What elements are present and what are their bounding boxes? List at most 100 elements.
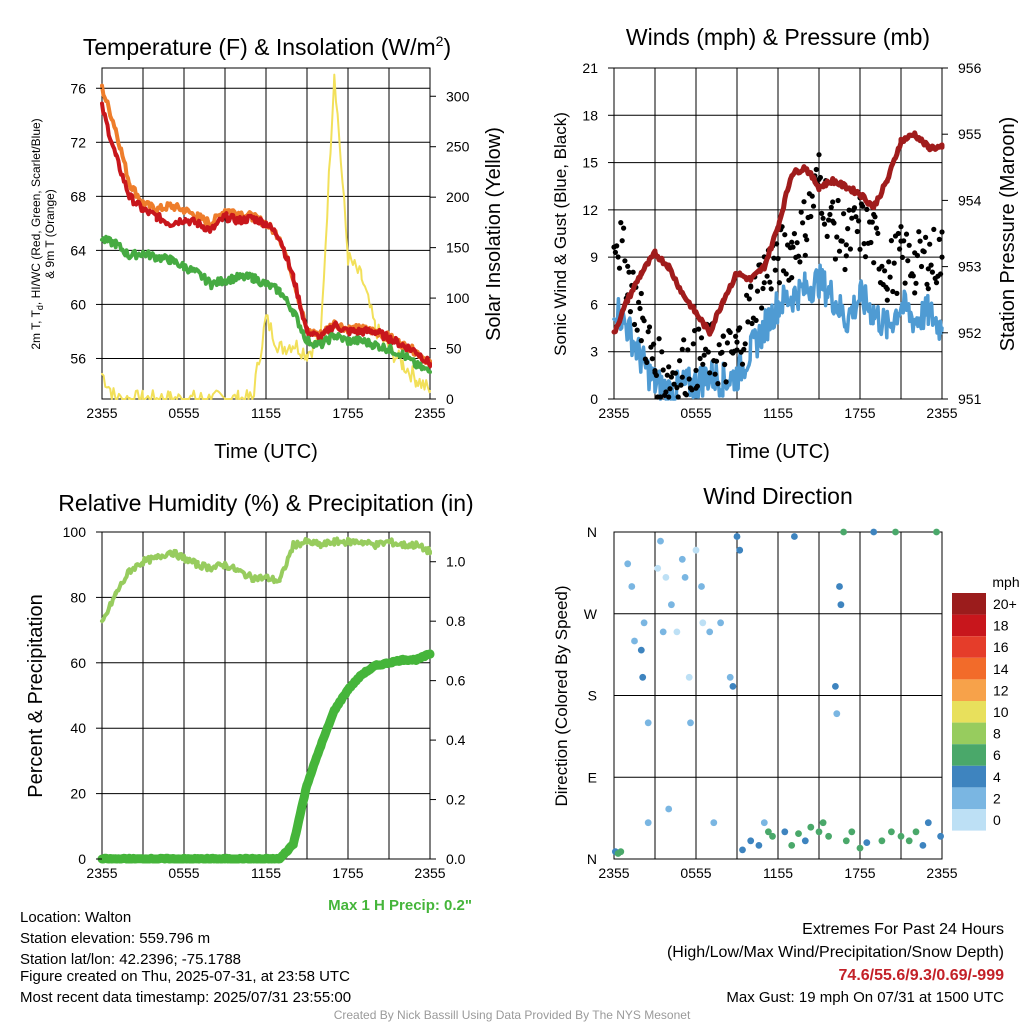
gust-point	[653, 372, 660, 378]
direction-point	[739, 846, 746, 854]
gust-point	[686, 376, 692, 382]
gust-point	[761, 280, 767, 286]
gust-point	[834, 234, 840, 240]
y2-tick-label: 955	[958, 126, 982, 142]
gust-point	[615, 254, 621, 260]
gust-point	[625, 263, 631, 269]
gust-point	[925, 266, 931, 272]
gust-point	[734, 339, 740, 345]
gust-point	[753, 317, 759, 323]
gust-point	[760, 285, 766, 292]
wind-y2-ticks: 951 952 953 954 955 956	[942, 60, 982, 407]
y2-tick-label: 954	[958, 192, 982, 208]
gust-point	[849, 215, 855, 221]
max-gust: Max Gust: 19 mph On 07/31 at 1500 UTC	[726, 989, 1004, 1006]
gust-point	[901, 238, 907, 244]
direction-point	[673, 628, 681, 636]
temp-grid	[102, 68, 430, 399]
direction-point	[717, 619, 724, 627]
y-tick-label: 6	[590, 296, 598, 312]
y2-tick-label: 300	[446, 88, 470, 104]
temp-ylabel-line2: & 9m T (Orange)	[43, 189, 57, 279]
direction-point	[856, 844, 864, 852]
y2-tick-label: 0.8	[446, 613, 466, 629]
direction-point	[736, 546, 744, 554]
direction-point	[699, 619, 707, 627]
direction-point	[837, 601, 845, 609]
direction-point	[919, 842, 927, 849]
wind-x-ticks: 2355 0555 1155 1755 2355	[598, 405, 957, 421]
gust-point	[835, 197, 841, 204]
direction-point	[692, 546, 700, 554]
gust-point	[616, 265, 623, 271]
temp-y2-ticks: 0 50 100 150 200 250 300	[430, 88, 470, 407]
rh-line	[100, 536, 432, 624]
y-tick-label: 60	[70, 296, 86, 312]
gust-point	[910, 273, 916, 279]
gust-point	[789, 239, 795, 245]
y2-tick-label: 1.0	[446, 554, 466, 570]
gust-point	[861, 241, 867, 247]
gust-point	[841, 211, 847, 217]
info-elevation: Station elevation: 559.796 m	[20, 930, 210, 947]
gust-point	[683, 392, 690, 398]
gust-point	[862, 254, 869, 260]
y-tick-label: 80	[70, 589, 86, 605]
gust-point	[929, 269, 936, 275]
wind-panel: Winds (mph) & Pressure (mb) 0 3 6 9 12 15 18 21…	[551, 24, 1019, 463]
x-tick-label: 1755	[332, 865, 363, 881]
gust-point	[645, 329, 651, 335]
gust-point	[905, 258, 911, 264]
direction-point	[863, 839, 871, 846]
direction-point	[912, 828, 920, 836]
rh-x-ticks: 2355 0555 1155 1755 2355	[86, 865, 445, 881]
gust-point	[723, 379, 729, 385]
pressure-line	[611, 130, 945, 337]
x-tick-label: 1755	[844, 865, 875, 881]
x-tick-label: 2355	[598, 405, 629, 421]
gust-point	[933, 280, 940, 286]
legend-swatch	[952, 636, 986, 658]
gust-point	[816, 152, 822, 158]
gust-point	[712, 371, 718, 377]
gust-point	[916, 229, 922, 235]
gust-point	[860, 203, 866, 209]
direction-point	[755, 842, 763, 849]
gust-point	[830, 199, 836, 205]
gust-point	[774, 241, 780, 247]
gust-point	[663, 389, 669, 395]
gust-point	[853, 214, 859, 220]
gust-point	[798, 209, 804, 215]
gust-point	[891, 260, 897, 266]
gust-point	[871, 260, 877, 266]
gust-point	[791, 231, 798, 237]
legend-label: 2	[993, 790, 1001, 806]
direction-point	[747, 837, 755, 845]
gust-point	[888, 238, 895, 244]
gust-point	[794, 240, 800, 246]
direction-point	[924, 819, 932, 827]
gust-point	[694, 383, 701, 389]
y-tick-label: 56	[70, 350, 86, 366]
direction-point	[848, 828, 856, 836]
y2-tick-label: 100	[446, 290, 470, 306]
x-tick-label: 2355	[598, 865, 629, 881]
direction-point	[832, 683, 839, 690]
gust-point	[678, 382, 684, 388]
direction-point	[892, 528, 899, 536]
y2-tick-label: 956	[958, 60, 982, 76]
gust-point	[802, 233, 808, 239]
gust-point	[734, 347, 740, 353]
gust-point	[720, 333, 726, 339]
legend-swatch	[952, 722, 986, 745]
x-tick-label: 1155	[763, 405, 793, 421]
gust-point	[809, 193, 815, 199]
gust-point	[783, 271, 789, 277]
gust-point	[936, 236, 942, 242]
gust-point	[824, 233, 830, 239]
gust-point	[923, 234, 929, 240]
y-tick-label: 76	[70, 80, 86, 96]
gust-point	[903, 231, 910, 237]
direction-tick-label: N	[587, 851, 597, 867]
